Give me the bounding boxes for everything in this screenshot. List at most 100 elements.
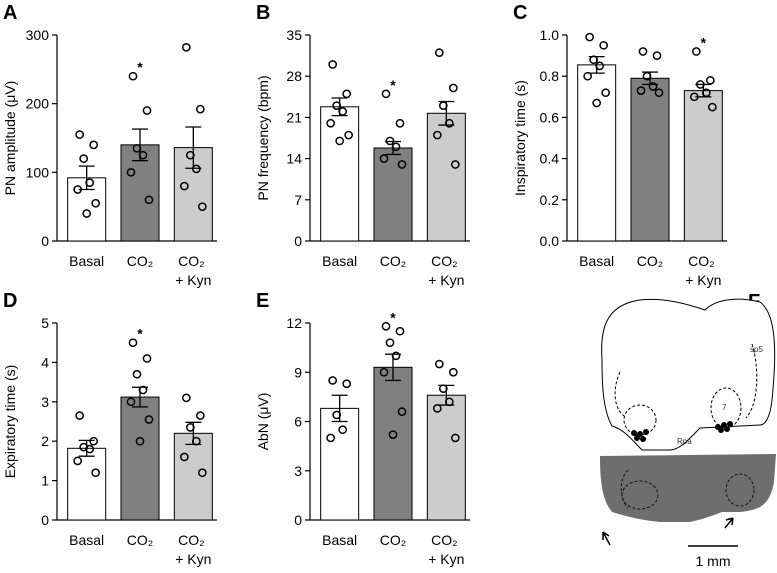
y-tick-label: 21 <box>286 109 302 125</box>
y-axis-label: Inspiratory time (s) <box>512 80 528 196</box>
label-line: + Kyn <box>685 272 721 288</box>
data-point <box>342 89 352 99</box>
region-label: sp5 <box>750 345 763 354</box>
data-point <box>89 436 99 446</box>
arrow <box>724 517 734 529</box>
sp5-photo <box>620 469 629 509</box>
data-point <box>185 423 195 432</box>
x-tick-label: CO₂ + Kyn <box>685 253 721 288</box>
data-point <box>328 60 338 69</box>
bar <box>373 147 413 242</box>
data-point <box>135 436 145 446</box>
data-point <box>326 118 336 128</box>
label-line: CO₂ <box>178 532 208 548</box>
cell <box>727 421 733 427</box>
cell <box>724 426 730 432</box>
y-tick-label: 9 <box>294 364 302 380</box>
data-point <box>379 367 389 377</box>
y-axis-label: AbN (μV) <box>255 393 271 451</box>
data-point <box>79 154 89 163</box>
bar <box>320 407 360 521</box>
data-point <box>652 51 662 60</box>
bar <box>683 90 723 242</box>
data-point <box>391 351 401 361</box>
data-point <box>444 118 454 128</box>
data-point <box>589 55 599 65</box>
label-line: CO₂ <box>688 253 718 269</box>
data-point <box>381 321 391 331</box>
scale-bar-label: 1 mm <box>696 553 731 569</box>
panel-letter: A <box>3 2 17 24</box>
cell <box>634 435 640 441</box>
cells <box>631 421 733 442</box>
x-tick-label: CO₂ + Kyn <box>175 532 211 567</box>
significance-marker: * <box>137 59 143 75</box>
y-tick-label: 5 <box>41 315 49 331</box>
significance-marker: * <box>390 77 396 93</box>
data-point <box>379 154 389 163</box>
y-tick-label: 7 <box>294 192 302 208</box>
x-tick-label: CO₂ <box>127 532 153 548</box>
data-point <box>601 88 611 98</box>
data-point <box>85 444 95 454</box>
data-point <box>636 86 646 95</box>
nucleus-7-left <box>623 404 657 436</box>
data-point <box>381 89 391 99</box>
y-tick-label: 14 <box>286 151 302 167</box>
bar <box>320 106 360 242</box>
label-line: + Kyn <box>428 551 464 567</box>
y-tick-label: 0.4 <box>540 151 560 167</box>
data-point <box>197 202 207 212</box>
data-point <box>654 88 664 98</box>
x-tick-label: CO₂ <box>380 532 406 548</box>
significance-marker: * <box>390 309 396 325</box>
data-point <box>179 181 189 191</box>
data-point <box>191 164 201 174</box>
cell <box>718 427 724 433</box>
data-point <box>335 136 345 146</box>
data-point <box>181 393 191 403</box>
data-point <box>195 104 205 114</box>
bar <box>67 447 107 521</box>
y-tick-label: 12 <box>286 315 302 331</box>
y-tick-label: 200 <box>26 96 50 112</box>
y-tick-label: 28 <box>286 68 302 84</box>
cell <box>631 430 637 436</box>
data-point <box>395 326 405 336</box>
y-tick-label: 6 <box>294 414 302 430</box>
y-tick-label: 3 <box>294 463 302 479</box>
arrow <box>602 531 611 546</box>
data-point <box>73 456 83 466</box>
data-point <box>126 397 136 407</box>
data-point <box>638 47 648 56</box>
region-label: Rpa <box>677 437 692 446</box>
data-point <box>707 102 717 112</box>
data-point <box>191 436 201 446</box>
data-point <box>338 107 348 116</box>
label-line: + Kyn <box>428 272 464 288</box>
y-tick-label: 3 <box>41 394 49 410</box>
significance-marker: * <box>137 326 143 342</box>
data-point <box>705 75 715 85</box>
panel-letter: D <box>3 290 17 312</box>
y-axis-label: Expiratory time (s) <box>2 365 18 479</box>
label-line: CO₂ <box>431 253 461 269</box>
data-point <box>89 140 99 150</box>
label-line: + Kyn <box>175 272 211 288</box>
data-point <box>448 83 458 93</box>
data-point <box>328 376 338 385</box>
y-axis-label: PN amplitude (μV) <box>2 81 18 196</box>
data-point <box>332 410 342 420</box>
data-point <box>128 338 138 348</box>
y-tick-label: 1.0 <box>540 27 560 43</box>
bar <box>577 64 617 242</box>
x-tick-label: CO₂ + Kyn <box>175 253 211 288</box>
data-point <box>91 198 101 208</box>
data-point <box>91 468 101 478</box>
data-point <box>132 369 142 379</box>
data-point <box>438 384 448 394</box>
y-tick-label: 0.8 <box>540 68 560 84</box>
data-point <box>197 468 207 478</box>
data-point <box>144 195 154 205</box>
sp5-right <box>745 343 758 419</box>
